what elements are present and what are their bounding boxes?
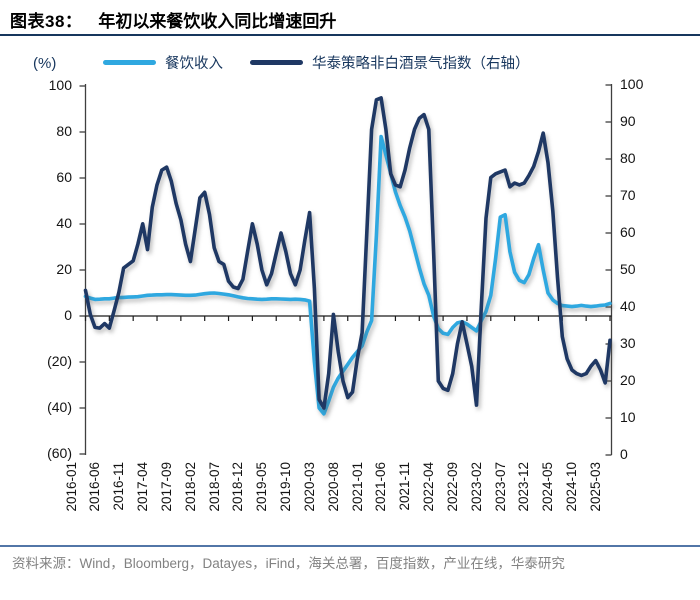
legend-label-restaurant-revenue: 餐饮收入 xyxy=(165,56,223,72)
x-axis-tick-label: 2020-03 xyxy=(301,462,317,512)
x-axis-tick-label: 2016-11 xyxy=(111,462,127,511)
left-axis-tick-label: (20) xyxy=(47,353,72,369)
legend-item-restaurant-revenue: 餐饮收入 xyxy=(103,52,223,73)
x-axis-tick-label: 2019-05 xyxy=(254,462,270,512)
x-axis-tick-label: 2023-07 xyxy=(492,462,508,512)
x-axis-tick-label: 2018-12 xyxy=(230,462,246,512)
x-axis-tick-label: 2024-10 xyxy=(564,462,580,512)
x-axis-tick-label: 2021-11 xyxy=(397,462,413,511)
x-axis-tick-label: 2019-10 xyxy=(278,462,294,512)
left-axis-tick-label: 20 xyxy=(56,261,72,277)
source-divider xyxy=(0,545,700,547)
x-axis-tick-label: 2018-07 xyxy=(206,462,222,512)
title-divider xyxy=(0,34,700,36)
right-axis-tick-label: 30 xyxy=(620,335,636,351)
right-axis-tick-label: 60 xyxy=(620,224,636,240)
right-axis-tick-label: 40 xyxy=(620,298,636,314)
right-axis-tick-label: 80 xyxy=(620,150,636,166)
right-axis-tick-label: 10 xyxy=(620,409,636,425)
figure-number: 图表38： xyxy=(10,12,83,31)
x-axis-tick-label: 2020-08 xyxy=(325,462,341,512)
chart-legend: 餐饮收入 华泰策略非白酒景气指数（右轴） xyxy=(103,52,530,73)
legend-line-swatch-lightblue xyxy=(103,60,156,65)
left-axis-unit-label: (%) xyxy=(33,55,57,72)
figure-title-row: 图表38： 年初以来餐饮收入同比增速回升 xyxy=(10,7,336,32)
x-axis-tick-label: 2016-01 xyxy=(63,462,79,512)
x-axis-tick-label: 2023-02 xyxy=(468,462,484,512)
x-axis-tick-label: 2016-06 xyxy=(87,462,103,512)
legend-line-swatch-navy xyxy=(250,60,303,65)
x-axis-tick-label: 2017-04 xyxy=(135,462,151,512)
x-axis-tick-label: 2022-04 xyxy=(421,462,437,512)
right-axis-tick-label: 50 xyxy=(620,261,636,277)
left-axis-tick-label: 0 xyxy=(64,307,72,323)
left-axis-tick-label: 80 xyxy=(56,123,72,139)
right-axis-tick-label: 20 xyxy=(620,372,636,388)
legend-item-nonbaijiu-index: 华泰策略非白酒景气指数（右轴） xyxy=(250,52,530,73)
x-axis-tick-label: 2021-01 xyxy=(349,462,365,512)
x-axis-tick-label: 2025-03 xyxy=(588,462,603,512)
x-axis-tick-label: 2023-12 xyxy=(516,462,532,512)
left-axis-tick-label: 60 xyxy=(56,169,72,185)
left-axis-tick-label: 100 xyxy=(48,77,72,93)
series-line-nonbaijiu-index xyxy=(83,96,612,410)
line-chart-plot xyxy=(79,84,613,456)
legend-label-nonbaijiu-index: 华泰策略非白酒景气指数（右轴） xyxy=(312,56,530,72)
left-axis-tick-label: (40) xyxy=(47,399,72,415)
source-note: 资料来源：Wind，Bloomberg，Datayes，iFind，海关总署，百… xyxy=(12,556,565,571)
right-axis-tick-label: 100 xyxy=(620,76,644,92)
x-axis-tick-label: 2021-06 xyxy=(373,462,389,512)
right-axis-tick-label: 90 xyxy=(620,113,636,129)
right-axis-tick-label: 0 xyxy=(620,446,628,462)
right-axis-tick-label: 70 xyxy=(620,187,636,203)
left-axis-tick-label: (60) xyxy=(47,445,72,461)
x-axis-tick-label: 2018-02 xyxy=(182,462,198,512)
x-axis-tick-label: 2024-05 xyxy=(540,462,556,512)
series-line-restaurant-revenue xyxy=(83,134,612,416)
left-axis-tick-label: 40 xyxy=(56,215,72,231)
x-axis-tick-label: 2022-09 xyxy=(444,462,460,512)
figure-title: 年初以来餐饮收入同比增速回升 xyxy=(98,12,337,31)
x-axis-tick-label: 2017-09 xyxy=(158,462,174,512)
